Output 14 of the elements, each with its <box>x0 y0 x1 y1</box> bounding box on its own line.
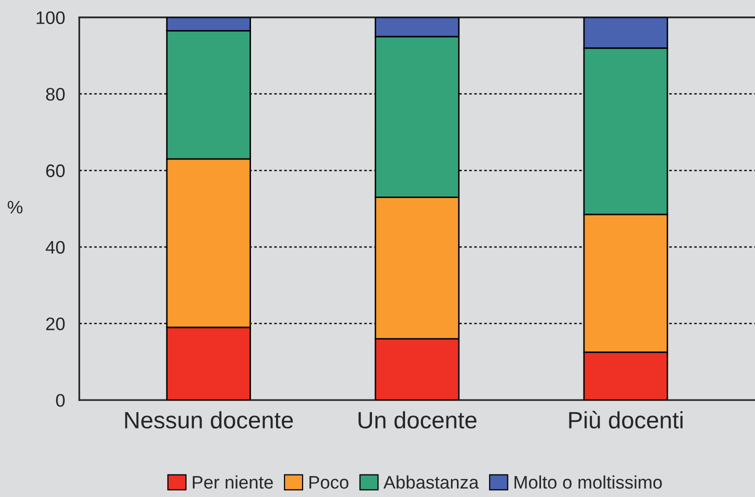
x-tick-label: Nessun docente <box>125 411 293 429</box>
y-tick-label: 20 <box>46 317 65 330</box>
y-tick-label: 0 <box>56 394 65 407</box>
y-tick-label: 40 <box>46 240 65 254</box>
legend-label: Poco <box>309 476 348 489</box>
legend-label: Per niente <box>192 475 273 489</box>
y-tick-label: 60 <box>46 164 65 178</box>
x-tick-label: Più docenti <box>569 410 683 429</box>
y-tick-label: 100 <box>36 11 65 24</box>
y-tick-label: 80 <box>46 88 65 101</box>
y-axis-title: % <box>8 200 22 214</box>
legend-label: Abbastanza <box>383 475 479 489</box>
legend-label: Molto o moltissimo <box>514 475 662 489</box>
x-tick-label: Un docente <box>358 411 476 429</box>
